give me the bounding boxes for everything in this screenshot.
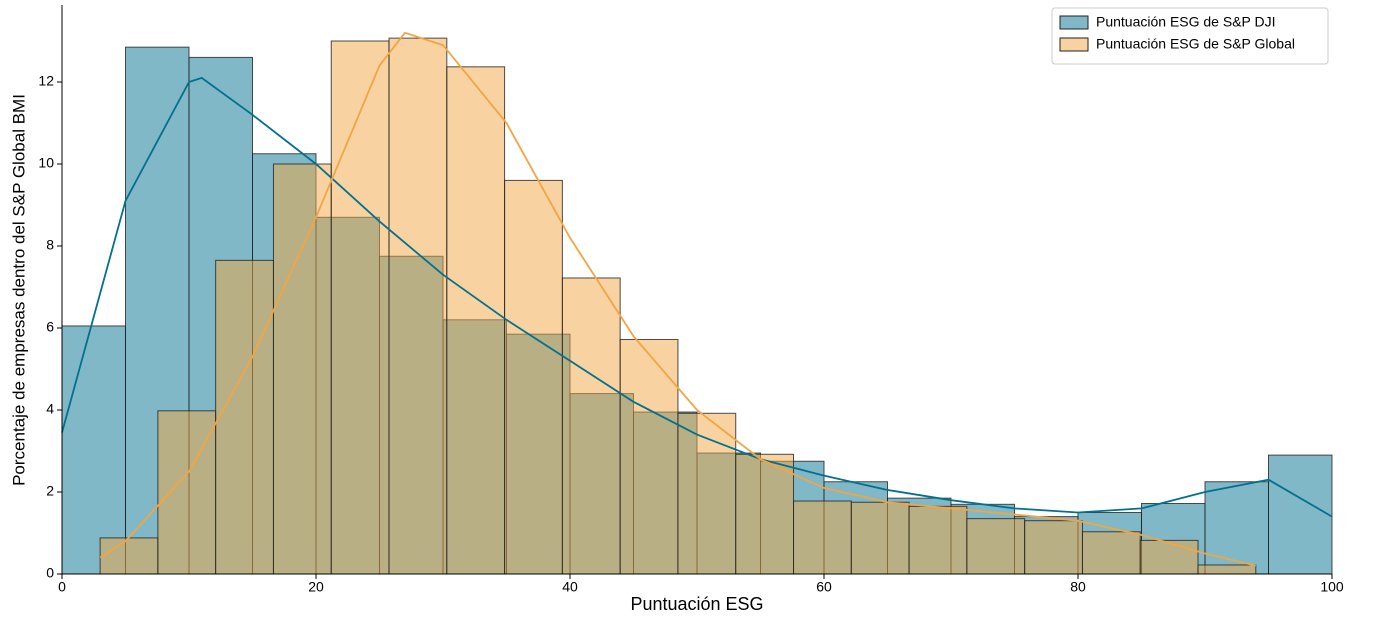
histogram-bar xyxy=(157,410,217,575)
y-tick-label: 8 xyxy=(46,237,54,253)
histogram-bar xyxy=(735,453,795,575)
x-axis-label: Puntuación ESG xyxy=(630,594,763,614)
legend-swatch xyxy=(1059,37,1089,52)
y-tick-label: 10 xyxy=(38,155,54,171)
histogram-bar xyxy=(272,163,332,575)
y-axis-label: Porcentaje de empresas dentro del S&P Gl… xyxy=(9,94,28,486)
histogram-bar xyxy=(966,518,1026,575)
histogram-bar xyxy=(99,537,159,575)
y-tick-label: 4 xyxy=(46,401,54,417)
kde-line xyxy=(61,76,1333,518)
histogram-bar xyxy=(793,500,852,575)
histogram-bar xyxy=(1204,481,1269,575)
x-tick-label: 100 xyxy=(1320,579,1344,595)
histogram-bar xyxy=(1081,531,1141,575)
x-tick-label: 0 xyxy=(58,579,66,595)
histogram-bar xyxy=(1024,520,1083,575)
legend-label: Puntuación ESG de S&P Global xyxy=(1096,36,1295,52)
y-tick-label: 6 xyxy=(46,319,54,335)
histogram-bar xyxy=(850,501,910,575)
histogram-bar xyxy=(677,412,737,575)
x-tick-label: 80 xyxy=(1070,579,1086,595)
x-tick-label: 60 xyxy=(816,579,832,595)
histogram-bar xyxy=(61,325,126,575)
y-tick-label: 0 xyxy=(46,565,54,581)
histogram-bar xyxy=(908,505,968,575)
histogram-bar xyxy=(619,338,679,575)
histogram-bar xyxy=(215,259,274,575)
legend-label: Puntuación ESG de S&P DJI xyxy=(1096,14,1276,30)
histogram-bar xyxy=(1139,539,1199,575)
legend-box xyxy=(1051,7,1329,65)
histogram-bar xyxy=(504,179,563,575)
y-tick-label: 2 xyxy=(46,483,54,499)
histogram-bar xyxy=(1197,564,1257,575)
x-tick-label: 40 xyxy=(562,579,578,595)
histogram-bar xyxy=(561,277,621,575)
histogram-bar xyxy=(388,37,448,575)
histogram-bar xyxy=(446,66,506,575)
histogram-bar xyxy=(1268,454,1333,575)
histogram-bar xyxy=(330,40,390,575)
x-tick-label: 20 xyxy=(308,579,324,595)
y-tick-label: 12 xyxy=(38,73,54,89)
kde-line xyxy=(99,31,1257,567)
legend-swatch xyxy=(1059,15,1089,30)
